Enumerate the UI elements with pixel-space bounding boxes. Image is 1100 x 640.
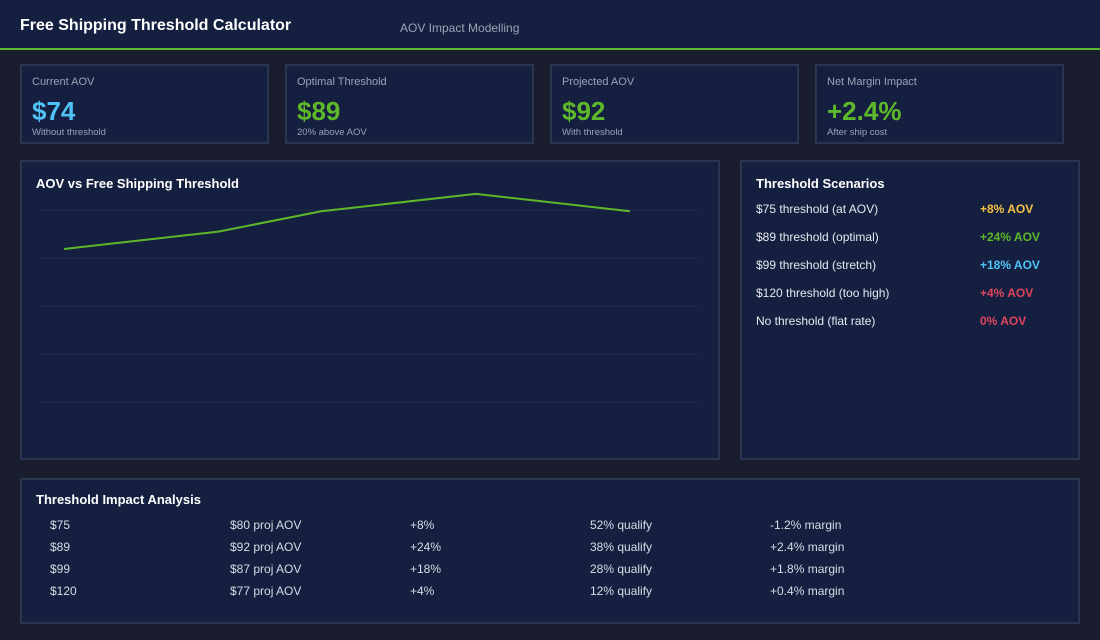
kpi-label: Current AOV (32, 76, 95, 88)
kpi-label: Net Margin Impact (827, 76, 917, 88)
table-cell: 28% qualify (590, 562, 653, 576)
chart (40, 192, 700, 403)
kpi-label: Projected AOV (562, 76, 635, 88)
grid (40, 209, 700, 403)
kpi-card: Projected AOV $92 With threshold (550, 64, 799, 144)
scenario-label: $120 threshold (too high) (756, 286, 890, 300)
scenario-value: +24% AOV (980, 230, 1040, 244)
table-cell: $80 proj AOV (230, 518, 302, 532)
chart-panel: AOV vs Free Shipping Threshold (20, 160, 720, 460)
table-cell: $89 (50, 540, 71, 554)
table-cell: +1.8% margin (770, 562, 845, 576)
table-cell: +8% (410, 518, 435, 532)
app-title: Free Shipping Threshold Calculator (20, 17, 292, 34)
table-cell: -1.2% margin (770, 518, 842, 532)
table-cell: +18% (410, 562, 442, 576)
kpi-note: Without threshold (32, 127, 106, 138)
kpi-card: Optimal Threshold $89 20% above AOV (285, 64, 534, 144)
kpi-card: Net Margin Impact +2.4% After ship cost (815, 64, 1064, 144)
table-cell: 38% qualify (590, 540, 653, 554)
table-cell: 12% qualify (590, 584, 653, 598)
kpi-note: With threshold (562, 127, 623, 138)
table-cell: +2.4% margin (770, 540, 845, 554)
line (63, 192, 631, 250)
scenario-value: 0% AOV (980, 314, 1027, 328)
chart-title: AOV vs Free Shipping Threshold (36, 176, 239, 191)
scenario-label: $89 threshold (optimal) (756, 230, 879, 244)
table-title: Threshold Impact Analysis (36, 492, 201, 507)
kpi-value: $89 (297, 96, 341, 126)
table-cell: $75 (50, 518, 71, 532)
scenario-value: +8% AOV (980, 202, 1034, 216)
app-subtitle: AOV Impact Modelling (400, 21, 520, 35)
table-panel: Threshold Impact Analysis $75 $80 proj AO… (20, 478, 1080, 624)
scenarios-panel: Threshold Scenarios $75 threshold (at AO… (740, 160, 1080, 460)
kpi-value: +2.4% (827, 96, 902, 126)
table-cell: 52% qualify (590, 518, 653, 532)
kpi-value: $92 (562, 96, 606, 126)
scenarios-title: Threshold Scenarios (756, 176, 885, 191)
scenario-value: +4% AOV (980, 286, 1034, 300)
table-cell: +4% (410, 584, 435, 598)
table-cell: $120 (50, 584, 77, 598)
kpi-note: 20% above AOV (297, 127, 367, 138)
header: Free Shipping Threshold Calculator AOV I… (0, 0, 1100, 50)
table-cell: $92 proj AOV (230, 540, 302, 554)
scenario-value: +18% AOV (980, 258, 1040, 272)
table-cell: +24% (410, 540, 442, 554)
scenario-label: $99 threshold (stretch) (756, 258, 877, 272)
kpi-note: After ship cost (827, 127, 888, 138)
scenario-label: $75 threshold (at AOV) (756, 202, 879, 216)
table-cell: $87 proj AOV (230, 562, 302, 576)
kpi-label: Optimal Threshold (297, 76, 387, 88)
scenario-label: No threshold (flat rate) (756, 314, 876, 328)
table-cell: $99 (50, 562, 71, 576)
table-cell: $77 proj AOV (230, 584, 302, 598)
kpi-card: Current AOV $74 Without threshold (20, 64, 269, 144)
table-cell: +0.4% margin (770, 584, 845, 598)
kpi-value: $74 (32, 96, 76, 126)
